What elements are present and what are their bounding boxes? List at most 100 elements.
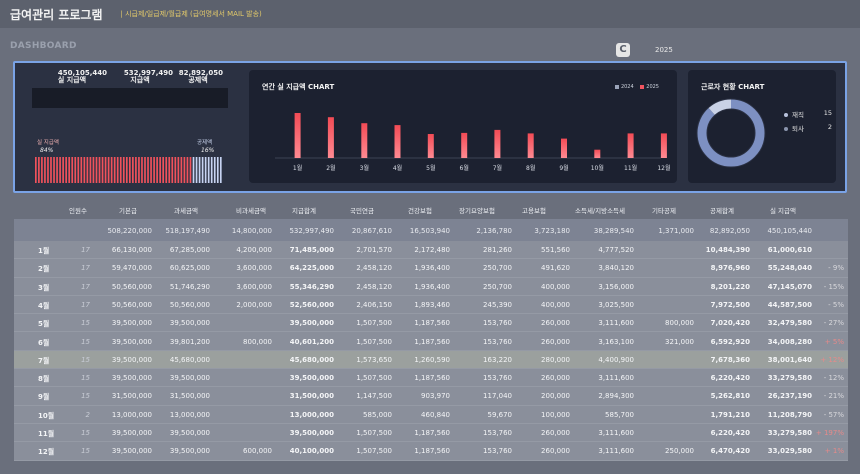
table-row[interactable]: 12월 15 39,500,000 39,500,000 600,000 40,100,0… <box>14 442 848 461</box>
staff-donut-chart <box>696 98 766 168</box>
table-row[interactable]: 7월 15 39,500,000 45,680,000 45,680,000 1,573,… <box>14 350 848 370</box>
cell-health: 2,172,480 <box>414 246 450 254</box>
net-stripe <box>119 157 122 183</box>
donut-slice-left[interactable] <box>697 99 765 167</box>
cell-pay: 39,500,000 <box>289 429 334 437</box>
x-tick-label: 1월 <box>293 164 302 172</box>
year-label[interactable]: 2025 <box>655 46 673 54</box>
table-row[interactable]: 2월 17 59,470,000 60,625,000 3,600,000 64,225,… <box>14 259 848 278</box>
net-stripe <box>141 157 143 183</box>
bar-2025-9[interactable] <box>561 138 567 158</box>
cell-ltc: 250,700 <box>483 282 512 291</box>
table-row[interactable]: 4월 17 50,560,000 50,560,000 2,000,000 52,560,… <box>14 296 848 315</box>
bar-2025-11[interactable] <box>627 133 634 158</box>
table-row[interactable]: 8월 15 39,500,000 39,500,000 39,500,000 1,507,… <box>14 369 848 388</box>
cell-chg: - 21% <box>823 392 844 401</box>
cell-net: 38,001,640 <box>767 355 812 364</box>
cell-pension: 1,573,650 <box>356 355 392 364</box>
net-stripe <box>183 157 186 183</box>
cell-nontax: 2,000,000 <box>236 300 272 309</box>
cell-health: 1,936,400 <box>414 282 450 291</box>
cell-emp: 260,000 <box>541 319 570 328</box>
bar-2025-2[interactable] <box>327 117 334 158</box>
col-pension: 국민연금 <box>350 207 374 215</box>
cell-pension: 2,458,120 <box>356 282 392 291</box>
cell-health: 1,893,460 <box>414 300 450 309</box>
legend-2025: 2025 <box>646 84 659 90</box>
cell-taxable: 39,500,000 <box>169 319 210 328</box>
cell-emp: 400,000 <box>541 282 570 291</box>
bar-2025-1[interactable] <box>294 113 301 158</box>
refresh-icon[interactable]: C <box>616 43 630 57</box>
cell-pension: 2,406,150 <box>356 300 392 309</box>
deduction-ratio-label: 공제액 <box>197 140 213 146</box>
cell-month: 4월 <box>38 301 50 310</box>
net-stripe <box>153 157 155 183</box>
net-stripe <box>159 157 161 183</box>
deduction-stripe <box>192 157 195 183</box>
cell-ltc: 153,760 <box>483 447 512 456</box>
cell-health: 1,187,560 <box>414 447 450 456</box>
cell-nontax: 800,000 <box>243 337 272 346</box>
cell-income: 3,163,100 <box>598 337 634 346</box>
col-employment: 고용보험 <box>522 207 546 215</box>
cell-income: 3,156,000 <box>598 282 634 291</box>
chart-legend: 2024 2025 <box>610 84 659 90</box>
donut-slice-active[interactable] <box>697 99 765 167</box>
net-stripe <box>135 157 137 183</box>
cell-pay: 45,680,000 <box>289 355 334 364</box>
cell-emp: 260,000 <box>541 374 570 383</box>
total-taxable: 518,197,490 <box>165 227 210 235</box>
table-row[interactable]: 3월 17 50,560,000 51,746,290 3,600,000 55,346,… <box>14 278 848 296</box>
bar-2025-12[interactable] <box>660 133 667 158</box>
deduction-stripe <box>204 157 207 183</box>
cell-ltc: 153,760 <box>483 337 512 346</box>
bar-2025-8[interactable] <box>527 133 534 158</box>
cell-month: 10월 <box>38 411 55 420</box>
net-stripe <box>180 157 183 183</box>
cell-hc: 15 <box>81 374 90 383</box>
net-stripe <box>129 157 131 183</box>
cell-income: 585,700 <box>605 410 634 419</box>
cell-income: 2,894,300 <box>598 392 634 401</box>
x-tick-label: 4월 <box>393 164 402 172</box>
net-stripe <box>68 157 71 183</box>
cell-ltc: 250,700 <box>483 264 512 273</box>
col-nontax: 비과세금액 <box>236 207 266 215</box>
cell-other: 250,000 <box>665 447 694 456</box>
cell-nontax: 4,200,000 <box>236 246 272 254</box>
net-stripe <box>168 157 171 183</box>
table-row[interactable]: 1월 17 66,130,000 67,285,000 4,200,000 71,485,… <box>14 241 848 260</box>
bar-2025-7[interactable] <box>494 129 501 158</box>
staff-left-count: 2 <box>827 123 832 131</box>
cell-base: 13,000,000 <box>111 410 152 419</box>
deduction-stripe <box>207 157 210 183</box>
net-stripe <box>165 157 168 183</box>
cell-base: 39,500,000 <box>111 337 152 346</box>
cell-pay: 31,500,000 <box>289 392 334 401</box>
annual-chart-card: 연간 실 지급액 CHART 2024 2025 1월 2월 3월 4월 5월 6월 7월 8… <box>249 70 677 183</box>
cell-net: 55,248,040 <box>767 264 812 273</box>
cell-base: 39,500,000 <box>111 374 152 383</box>
bar-2025-3[interactable] <box>361 123 368 158</box>
table-row[interactable]: 6월 15 39,500,000 39,801,200 800,000 40,601,20… <box>14 333 848 351</box>
cell-base: 31,500,000 <box>111 392 152 401</box>
bar-2025-6[interactable] <box>461 132 468 158</box>
cell-ded: 6,470,420 <box>710 447 750 456</box>
table-row[interactable]: 10월 2 13,000,000 13,000,000 13,000,000 585,00… <box>14 406 848 424</box>
cell-ded: 8,201,220 <box>710 282 750 291</box>
cell-ltc: 153,760 <box>483 374 512 383</box>
table-row[interactable]: 5월 15 39,500,000 39,500,000 39,500,000 1,507,… <box>14 314 848 333</box>
net-stripe <box>177 157 180 183</box>
table-row[interactable]: 11월 15 39,500,000 39,500,000 39,500,000 1,507… <box>14 424 848 443</box>
cell-hc: 15 <box>81 447 90 456</box>
col-headcount: 인원수 <box>69 207 87 215</box>
table-row[interactable]: 9월 15 31,500,000 31,500,000 31,500,000 1,147,… <box>14 387 848 406</box>
cell-emp: 100,000 <box>541 410 570 419</box>
bar-2025-5[interactable] <box>427 134 434 158</box>
cell-hc: 15 <box>81 429 90 437</box>
bar-2025-4[interactable] <box>394 125 401 158</box>
cell-hc: 17 <box>81 282 90 291</box>
bar-2025-10[interactable] <box>594 149 601 158</box>
x-tick-label: 12월 <box>657 164 670 172</box>
